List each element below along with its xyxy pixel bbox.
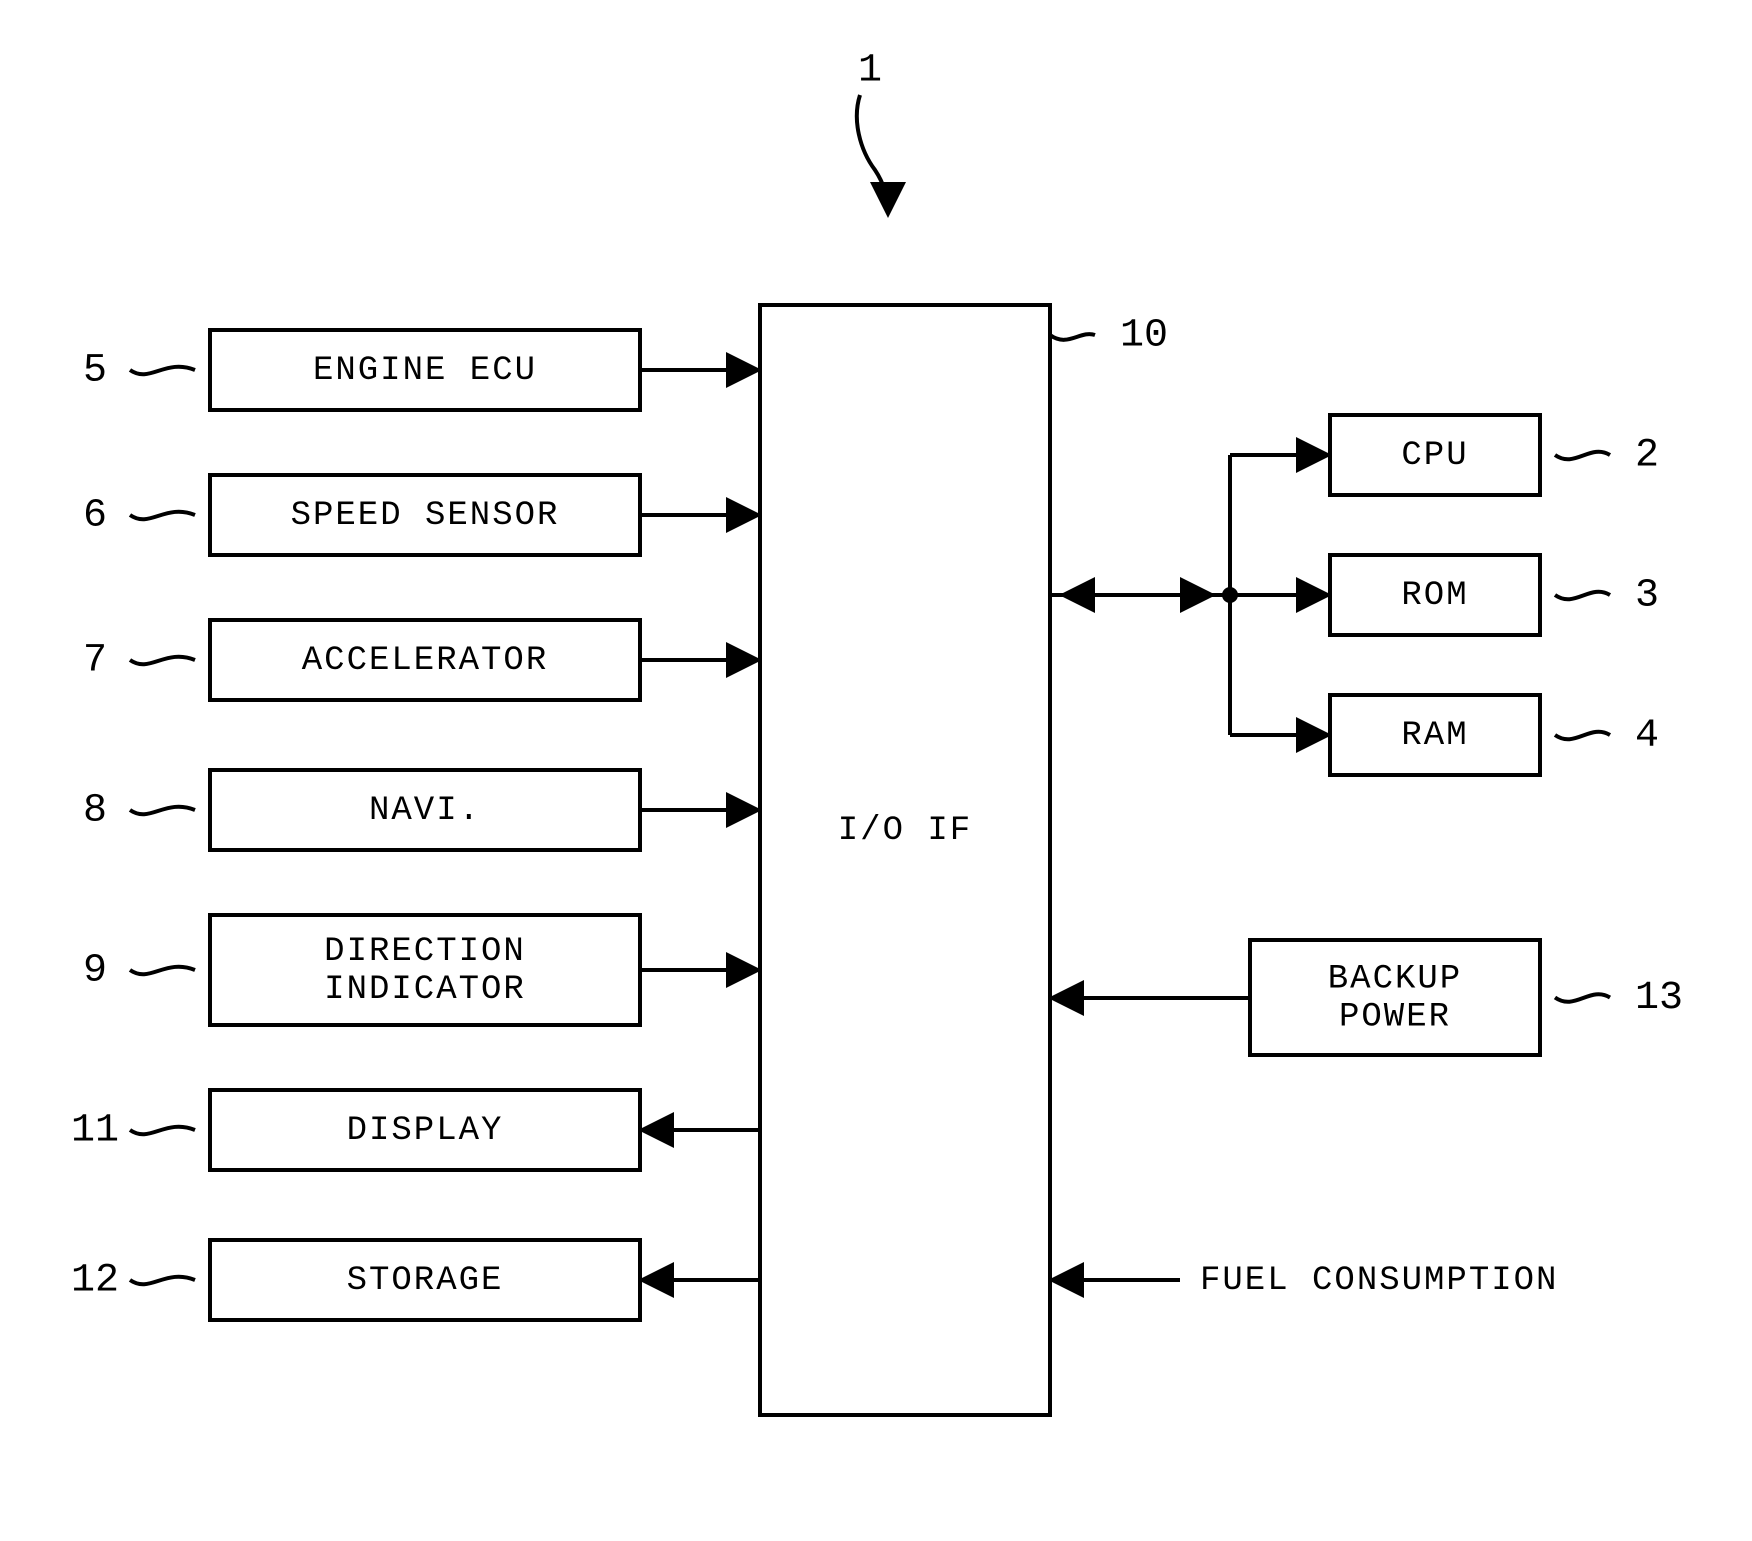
rom-label: ROM — [1401, 577, 1468, 615]
direction-label: DIRECTION — [324, 933, 526, 971]
ref-8: 8 — [83, 789, 107, 834]
ref-lead-6 — [130, 512, 195, 520]
storage-label: STORAGE — [347, 1262, 504, 1300]
figure-ref-1: 1 — [858, 49, 882, 94]
backup-power-label: BACKUP — [1328, 960, 1462, 998]
ref-12: 12 — [71, 1259, 119, 1304]
ref-lead-12 — [130, 1277, 195, 1285]
io-if-label: I/O IF — [838, 812, 972, 850]
ref-7: 7 — [83, 639, 107, 684]
backup-power-label: POWER — [1339, 999, 1451, 1037]
engine-ecu-label: ENGINE ECU — [313, 352, 537, 390]
ref-3: 3 — [1635, 574, 1659, 619]
ref-lead-7 — [130, 657, 195, 665]
ref-11: 11 — [71, 1109, 119, 1154]
ref-lead-9 — [130, 967, 195, 975]
display-label: DISPLAY — [347, 1112, 504, 1150]
navi-label: NAVI. — [369, 792, 481, 830]
fuel-consumption-label: FUEL CONSUMPTION — [1200, 1262, 1558, 1300]
block-diagram: 1 I/O IF 10 ENGINE ECU 5 SPEED SENSOR 6 ACCELER… — [0, 0, 1752, 1541]
ref-6: 6 — [83, 494, 107, 539]
ref-lead-3 — [1555, 592, 1610, 600]
ref-lead-5 — [130, 367, 195, 375]
ref-lead-4 — [1555, 732, 1610, 740]
speed-sensor-label: SPEED SENSOR — [291, 497, 560, 535]
io-if-block — [760, 305, 1050, 1415]
direction-label: INDICATOR — [324, 971, 526, 1009]
ref-lead-11 — [130, 1127, 195, 1135]
ref-lead-8 — [130, 807, 195, 815]
ref-lead-13 — [1555, 994, 1610, 1002]
ref-9: 9 — [83, 949, 107, 994]
ref-4: 4 — [1635, 714, 1659, 759]
ram-label: RAM — [1401, 717, 1468, 755]
accelerator-label: ACCELERATOR — [302, 642, 548, 680]
ref-lead-10 — [1050, 334, 1095, 340]
cpu-label: CPU — [1401, 437, 1468, 475]
ref-5: 5 — [83, 349, 107, 394]
figure-ref-arrow — [857, 95, 888, 212]
ref-2: 2 — [1635, 434, 1659, 479]
ref-13: 13 — [1635, 976, 1683, 1021]
ref-10: 10 — [1120, 314, 1168, 359]
ref-lead-2 — [1555, 452, 1610, 460]
